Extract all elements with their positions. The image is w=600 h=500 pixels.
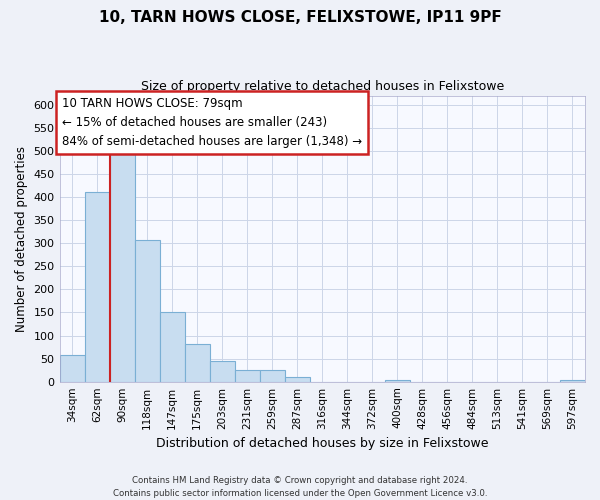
Bar xyxy=(59,356,85,382)
Bar xyxy=(160,312,185,382)
Bar xyxy=(235,370,260,382)
Text: 10 TARN HOWS CLOSE: 79sqm
← 15% of detached houses are smaller (243)
84% of semi: 10 TARN HOWS CLOSE: 79sqm ← 15% of detac… xyxy=(62,97,362,148)
Bar xyxy=(260,370,285,382)
Bar xyxy=(209,362,235,382)
Bar xyxy=(185,344,209,382)
Text: Contains HM Land Registry data © Crown copyright and database right 2024.
Contai: Contains HM Land Registry data © Crown c… xyxy=(113,476,487,498)
Bar xyxy=(385,380,410,382)
Bar xyxy=(560,380,585,382)
Title: Size of property relative to detached houses in Felixstowe: Size of property relative to detached ho… xyxy=(140,80,504,93)
Bar xyxy=(134,240,160,382)
Bar xyxy=(285,377,310,382)
Text: 10, TARN HOWS CLOSE, FELIXSTOWE, IP11 9PF: 10, TARN HOWS CLOSE, FELIXSTOWE, IP11 9P… xyxy=(98,10,502,25)
Y-axis label: Number of detached properties: Number of detached properties xyxy=(15,146,28,332)
X-axis label: Distribution of detached houses by size in Felixstowe: Distribution of detached houses by size … xyxy=(156,437,488,450)
Bar xyxy=(110,154,134,382)
Bar xyxy=(85,192,110,382)
